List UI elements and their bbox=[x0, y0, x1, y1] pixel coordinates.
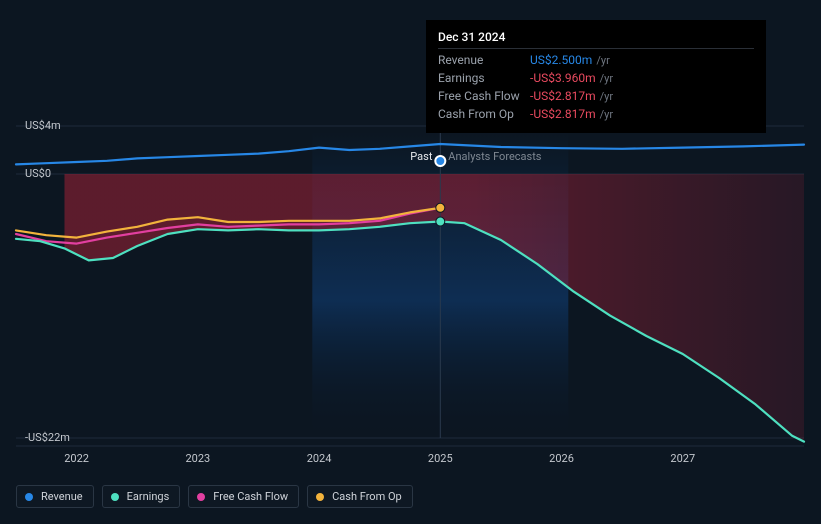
x-axis-label: 2023 bbox=[185, 452, 210, 465]
x-axis-label: 2027 bbox=[670, 452, 695, 465]
tooltip-value: -US$3.960m bbox=[530, 71, 596, 85]
tooltip-value: -US$2.817m bbox=[530, 107, 596, 121]
tooltip-row: Cash From Op-US$2.817m/yr bbox=[438, 105, 754, 123]
tooltip-suffix: /yr bbox=[600, 72, 613, 85]
y-axis-label: -US$22m bbox=[25, 431, 70, 444]
legend-label: Earnings bbox=[127, 490, 170, 503]
tooltip-metric: Free Cash Flow bbox=[438, 89, 530, 103]
y-axis-label: US$0 bbox=[25, 167, 51, 180]
tooltip-suffix: /yr bbox=[600, 90, 613, 103]
tooltip-date: Dec 31 2024 bbox=[438, 26, 754, 49]
legend-dot-icon bbox=[111, 493, 119, 501]
financials-forecast-chart: Dec 31 2024 RevenueUS$2.500m/yrEarnings-… bbox=[0, 0, 821, 524]
x-axis-label: 2026 bbox=[549, 452, 574, 465]
legend-item-earnings[interactable]: Earnings bbox=[102, 485, 181, 508]
tooltip-metric: Earnings bbox=[438, 71, 530, 85]
tooltip-metric: Revenue bbox=[438, 53, 530, 67]
legend-label: Revenue bbox=[41, 490, 83, 503]
tooltip-row: RevenueUS$2.500m/yr bbox=[438, 51, 754, 69]
tooltip-suffix: /yr bbox=[600, 108, 613, 121]
tooltip-metric: Cash From Op bbox=[438, 107, 530, 121]
x-axis-label: 2025 bbox=[428, 452, 453, 465]
legend-item-cfo[interactable]: Cash From Op bbox=[307, 485, 413, 508]
legend-item-fcf[interactable]: Free Cash Flow bbox=[188, 485, 299, 508]
legend-label: Cash From Op bbox=[332, 490, 402, 503]
tooltip-suffix: /yr bbox=[596, 54, 609, 67]
tooltip-value: US$2.500m bbox=[530, 53, 592, 67]
chart-tooltip: Dec 31 2024 RevenueUS$2.500m/yrEarnings-… bbox=[426, 20, 766, 133]
x-axis-label: 2022 bbox=[64, 452, 89, 465]
split-past-label: Past bbox=[410, 150, 432, 163]
legend-dot-icon bbox=[25, 493, 33, 501]
tooltip-value: -US$2.817m bbox=[530, 89, 596, 103]
chart-legend: Revenue Earnings Free Cash Flow Cash From O… bbox=[16, 485, 413, 508]
split-forecast-label: Analysts Forecasts bbox=[448, 150, 541, 163]
legend-label: Free Cash Flow bbox=[213, 490, 288, 503]
legend-item-revenue[interactable]: Revenue bbox=[16, 485, 94, 508]
legend-dot-icon bbox=[316, 493, 324, 501]
tooltip-row: Free Cash Flow-US$2.817m/yr bbox=[438, 87, 754, 105]
y-axis-label: US$4m bbox=[25, 119, 61, 132]
x-axis-label: 2024 bbox=[307, 452, 332, 465]
tooltip-row: Earnings-US$3.960m/yr bbox=[438, 69, 754, 87]
legend-dot-icon bbox=[197, 493, 205, 501]
